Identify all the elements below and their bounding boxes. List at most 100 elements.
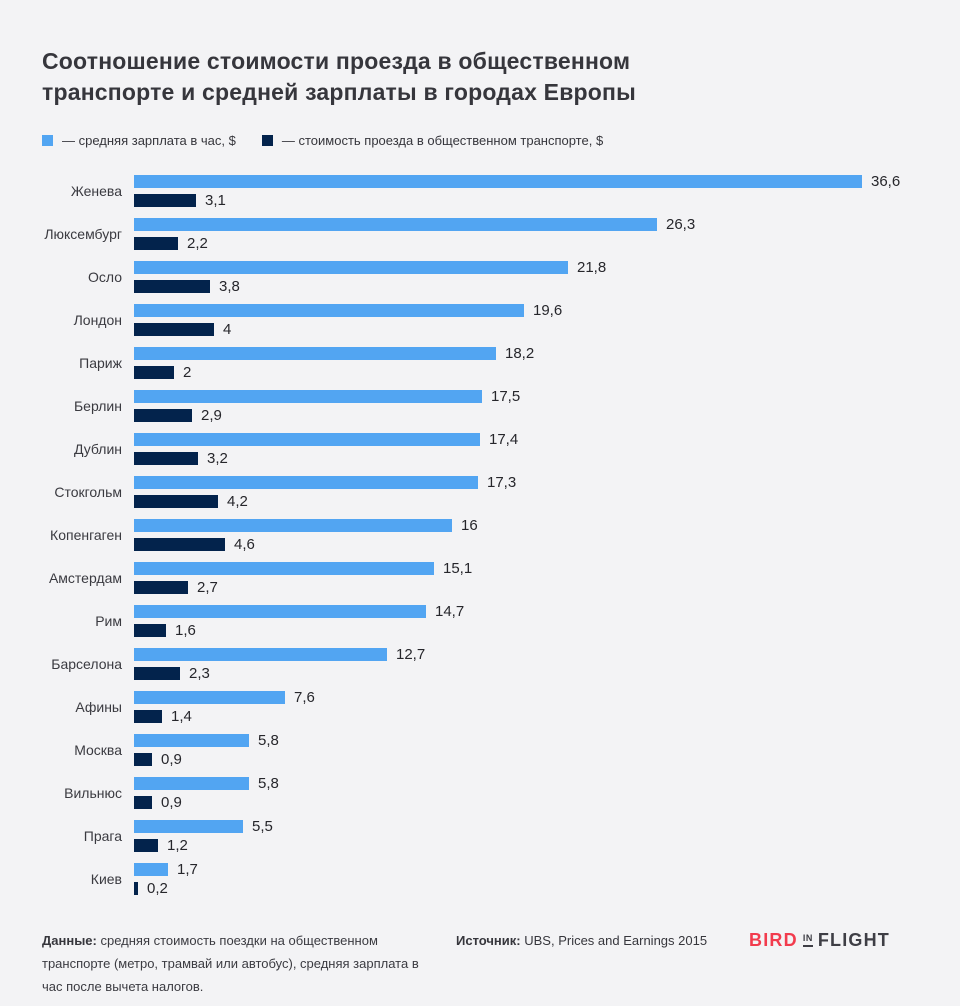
chart-row: Дублин 17,4 3,2 — [42, 431, 918, 467]
salary-bar-line: 5,8 — [134, 732, 918, 749]
bar-pair: 5,5 1,2 — [134, 818, 918, 854]
salary-bar — [134, 734, 249, 747]
salary-bar-line: 1,7 — [134, 861, 918, 878]
fare-value: 1,4 — [171, 708, 192, 725]
salary-bar-line: 5,8 — [134, 775, 918, 792]
fare-swatch-icon — [261, 135, 273, 146]
fare-bar — [134, 753, 152, 766]
salary-value: 5,8 — [258, 732, 279, 749]
chart-row: Афины 7,6 1,4 — [42, 689, 918, 725]
city-label: Москва — [74, 742, 122, 758]
legend-item-fare: — стоимость проезда в общественном транс… — [261, 133, 603, 148]
salary-bar-line: 15,1 — [134, 560, 918, 577]
salary-bar-line: 5,5 — [134, 818, 918, 835]
fare-bar — [134, 710, 162, 723]
fare-bar — [134, 323, 214, 336]
city-label: Прага — [83, 828, 122, 844]
fare-bar-line: 3,1 — [134, 192, 918, 209]
chart-row: Стокгольм 17,3 4,2 — [42, 474, 918, 510]
bar-pair: 1,7 0,2 — [134, 861, 918, 897]
chart-row: Барселона 12,7 2,3 — [42, 646, 918, 682]
fare-bar — [134, 237, 178, 250]
salary-value: 36,6 — [871, 173, 901, 190]
chart-row: Лондон 19,6 4 — [42, 302, 918, 338]
city-label: Стокгольм — [54, 484, 122, 500]
fare-bar — [134, 839, 158, 852]
city-label: Дублин — [73, 441, 122, 457]
chart: Женева 36,6 3,1 Люксембург 26,3 2,2 Осло 21,8 3,… — [42, 173, 918, 897]
city-label: Амстердам — [48, 570, 122, 586]
salary-bar — [134, 863, 168, 876]
bar-pair: 21,8 3,8 — [134, 259, 918, 295]
city-label: Барселона — [51, 656, 122, 672]
city-label: Рим — [95, 613, 122, 629]
salary-bar — [134, 820, 243, 833]
chart-row: Киев 1,7 0,2 — [42, 861, 918, 897]
fare-bar — [134, 538, 225, 551]
salary-bar-line: 26,3 — [134, 216, 918, 233]
bar-pair: 5,8 0,9 — [134, 775, 918, 811]
city-label: Париж — [79, 355, 122, 371]
fare-value: 2,9 — [201, 407, 222, 424]
fare-bar-line: 4,6 — [134, 536, 918, 553]
chart-row: Копенгаген 16 4,6 — [42, 517, 918, 553]
salary-value: 19,6 — [533, 302, 563, 319]
salary-bar-line: 7,6 — [134, 689, 918, 706]
salary-bar — [134, 562, 434, 575]
salary-bar — [134, 175, 862, 188]
bar-pair: 17,5 2,9 — [134, 388, 918, 424]
page-title: Соотношение стоимости проезда в обществе… — [42, 48, 636, 105]
fare-bar — [134, 280, 210, 293]
fare-bar — [134, 495, 218, 508]
bar-pair: 14,7 1,6 — [134, 603, 918, 639]
legend-item-salary: — средняя зарплата в час, $ — [42, 133, 236, 148]
fare-value: 2,2 — [187, 235, 208, 252]
salary-value: 18,2 — [505, 345, 535, 362]
city-label: Копенгаген — [50, 527, 122, 543]
bar-pair: 19,6 4 — [134, 302, 918, 338]
fare-bar — [134, 452, 198, 465]
fare-bar-line: 1,2 — [134, 837, 918, 854]
salary-value: 7,6 — [294, 689, 315, 706]
salary-bar — [134, 605, 426, 618]
salary-value: 15,1 — [443, 560, 473, 577]
salary-bar-line: 17,5 — [134, 388, 918, 405]
fare-bar-line: 2 — [134, 364, 918, 381]
fare-bar — [134, 581, 188, 594]
salary-value: 14,7 — [435, 603, 465, 620]
fare-bar-line: 3,2 — [134, 450, 918, 467]
salary-value: 17,5 — [491, 388, 521, 405]
fare-value: 2,3 — [189, 665, 210, 682]
fare-bar-line: 0,2 — [134, 880, 918, 897]
bar-pair: 7,6 1,4 — [134, 689, 918, 725]
chart-row: Осло 21,8 3,8 — [42, 259, 918, 295]
chart-row: Москва 5,8 0,9 — [42, 732, 918, 768]
source-note: Источник: UBS, Prices and Earnings 2015 — [456, 929, 707, 952]
city-label: Люксембург — [44, 226, 122, 242]
chart-row: Берлин 17,5 2,9 — [42, 388, 918, 424]
fare-value: 3,2 — [207, 450, 228, 467]
logo-flight: FLIGHT — [817, 930, 890, 950]
salary-value: 21,8 — [577, 259, 607, 276]
bar-pair: 5,8 0,9 — [134, 732, 918, 768]
fare-bar-line: 4,2 — [134, 493, 918, 510]
bar-pair: 18,2 2 — [134, 345, 918, 381]
chart-row: Вильнюс 5,8 0,9 — [42, 775, 918, 811]
city-label: Берлин — [73, 398, 122, 414]
salary-bar — [134, 433, 480, 446]
fare-bar — [134, 194, 196, 207]
fare-bar-line: 1,6 — [134, 622, 918, 639]
fare-bar-line: 2,3 — [134, 665, 918, 682]
salary-value: 17,3 — [487, 474, 517, 491]
bar-pair: 26,3 2,2 — [134, 216, 918, 252]
fare-bar-line: 0,9 — [134, 751, 918, 768]
city-label: Вильнюс — [64, 785, 122, 801]
fare-value: 4,2 — [227, 493, 248, 510]
salary-value: 26,3 — [666, 216, 696, 233]
bar-pair: 12,7 2,3 — [134, 646, 918, 682]
fare-value: 0,9 — [161, 794, 182, 811]
fare-bar — [134, 409, 192, 422]
city-label: Осло — [87, 269, 122, 285]
fare-value: 2 — [183, 364, 192, 381]
salary-bar-line: 36,6 — [134, 173, 918, 190]
